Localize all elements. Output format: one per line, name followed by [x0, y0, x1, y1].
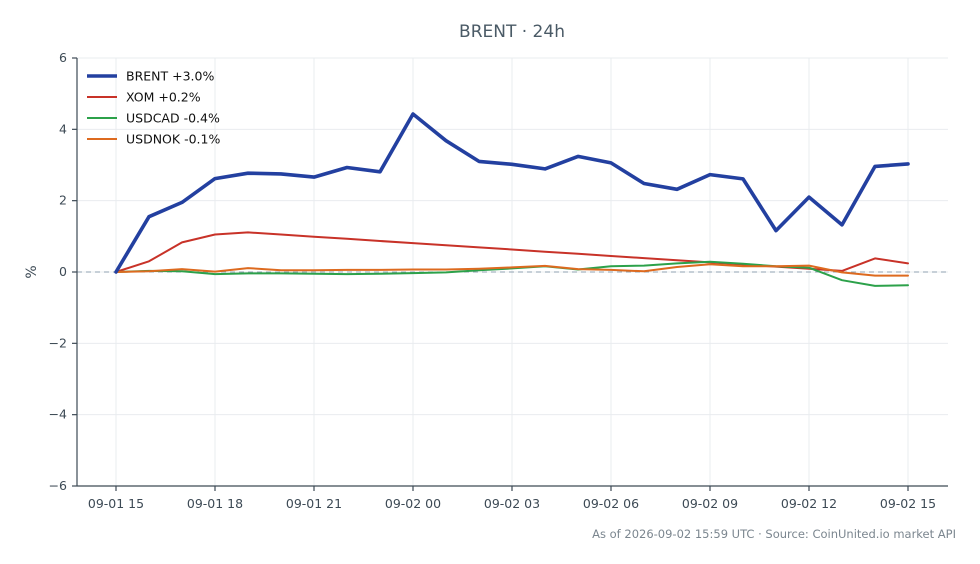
legend-label: USDCAD -0.4% [126, 111, 220, 126]
y-tick-label: 2 [59, 193, 67, 208]
x-tick-label: 09-01 15 [88, 496, 144, 511]
x-tick-label: 09-02 09 [682, 496, 738, 511]
x-tick-label: 09-01 18 [187, 496, 243, 511]
y-tick-label: −2 [49, 335, 67, 350]
y-axis-label: % [24, 265, 40, 278]
series-line-3 [115, 263, 909, 277]
series-lines [114, 112, 910, 287]
legend-label: BRENT +3.0% [126, 69, 214, 84]
legend-label: XOM +0.2% [126, 90, 201, 105]
y-tick-label: 0 [59, 264, 67, 279]
y-tick-label: 4 [59, 121, 67, 136]
x-tick-label: 09-02 15 [880, 496, 936, 511]
y-tick-label: 6 [59, 50, 67, 65]
legend-label: USDNOK -0.1% [126, 132, 220, 147]
x-tick-label: 09-02 12 [781, 496, 837, 511]
x-tick-label: 09-02 00 [385, 496, 441, 511]
series-line-0 [114, 112, 910, 274]
legend: BRENT +3.0% XOM +0.2% USDCAD -0.4% USDNOK -… [87, 69, 220, 147]
axes: 6 4 2 0 −2 −4 −6 09-01 15 09-01 18 09-01 21 09-02 … [49, 50, 948, 511]
x-tick-label: 09-02 03 [484, 496, 540, 511]
x-tick-label: 09-02 06 [583, 496, 639, 511]
x-tick-label: 09-01 21 [286, 496, 342, 511]
chart-title: BRENT · 24h [459, 22, 565, 42]
source-footer: As of 2026-09-02 15:59 UTC · Source: Coi… [592, 527, 956, 541]
y-tick-label: −6 [49, 478, 67, 493]
y-tick-label: −4 [49, 407, 67, 422]
